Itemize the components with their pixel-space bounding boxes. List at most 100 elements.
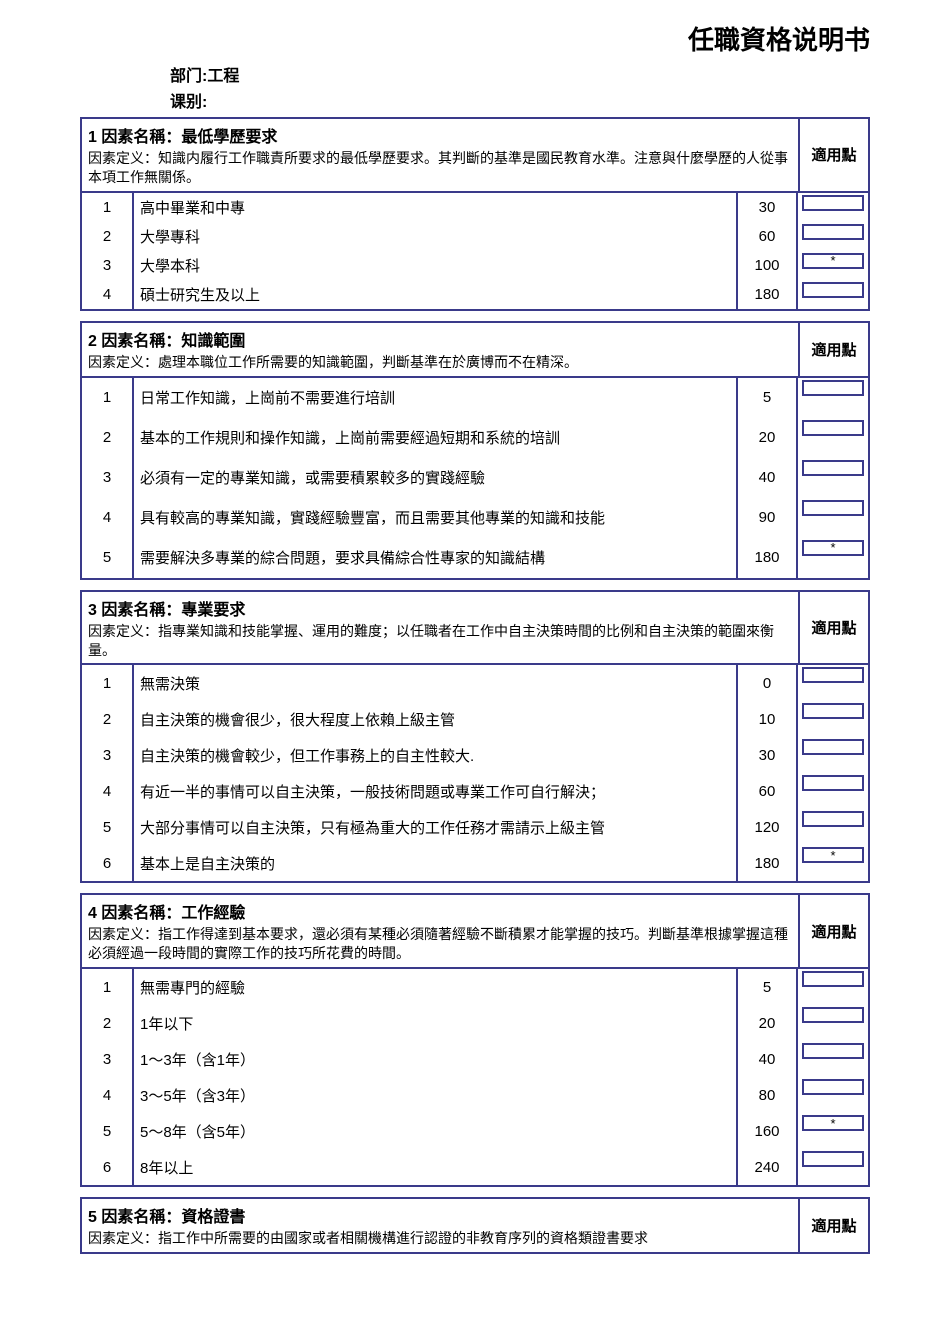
mark-box[interactable] — [802, 1043, 864, 1059]
apply-point-header: 適用點 — [798, 321, 870, 378]
factor-definition: 因素定义：指工作中所需要的由國家或者相關機構進行認證的非教育序列的資格類證書要求 — [88, 1229, 792, 1248]
option-mark-cell[interactable] — [796, 773, 868, 809]
option-row: 2自主決策的機會很少，很大程度上依賴上級主管10 — [82, 701, 868, 737]
option-mark-cell[interactable] — [796, 1005, 868, 1041]
option-desc: 自主決策的機會較少，但工作事務上的自主性較大. — [132, 737, 736, 773]
factor-header: 3 因素名稱：專業要求因素定义：指專業知識和技能掌握、運用的難度；以任職者在工作… — [80, 590, 798, 666]
option-row: 1無需專門的經驗5 — [82, 969, 868, 1005]
option-mark-cell[interactable]: * — [796, 1113, 868, 1149]
option-desc: 大部分事情可以自主決策，只有極為重大的工作任務才需請示上級主管 — [132, 809, 736, 845]
header-meta: 部门:工程 — [170, 65, 870, 89]
factor-title: 1 因素名稱：最低學歷要求 — [88, 123, 792, 147]
factor-definition: 因素定义：處理本職位工作所需要的知識範圍，判斷基準在於廣博而不在精深。 — [88, 353, 792, 372]
option-mark-cell[interactable]: * — [796, 538, 868, 578]
option-desc: 有近一半的事情可以自主決策，一般技術問題或專業工作可自行解決； — [132, 773, 736, 809]
option-mark-cell[interactable]: * — [796, 845, 868, 881]
option-desc: 具有較高的專業知識，實踐經驗豐富，而且需要其他專業的知識和技能 — [132, 498, 736, 538]
option-number: 1 — [82, 665, 132, 701]
dept-value: 工程 — [207, 68, 239, 85]
option-mark-cell[interactable] — [796, 222, 868, 251]
option-score: 80 — [736, 1077, 796, 1113]
mark-box[interactable]: * — [802, 847, 864, 863]
mark-box[interactable] — [802, 1151, 864, 1167]
mark-box[interactable] — [802, 500, 864, 516]
mark-box[interactable] — [802, 667, 864, 683]
mark-box[interactable] — [802, 739, 864, 755]
option-mark-cell[interactable] — [796, 378, 868, 418]
option-mark-cell[interactable] — [796, 737, 868, 773]
option-desc: 5～8年（含5年） — [132, 1113, 736, 1149]
option-score: 100 — [736, 251, 796, 280]
option-row: 5需要解決多專業的綜合問題，要求具備綜合性專家的知識結構180* — [82, 538, 868, 578]
option-desc: 1～3年（含1年） — [132, 1041, 736, 1077]
factor-header: 2 因素名稱：知識範圍因素定义：處理本職位工作所需要的知識範圍，判斷基準在於廣博… — [80, 321, 798, 378]
option-mark-cell[interactable] — [796, 280, 868, 309]
option-desc: 無需專門的經驗 — [132, 969, 736, 1005]
option-row: 6基本上是自主決策的180* — [82, 845, 868, 881]
option-row: 3大學本科100* — [82, 251, 868, 280]
option-row: 43～5年（含3年）80 — [82, 1077, 868, 1113]
option-number: 1 — [82, 193, 132, 222]
option-row: 1無需決策0 — [82, 665, 868, 701]
option-number: 2 — [82, 701, 132, 737]
mark-box[interactable] — [802, 971, 864, 987]
option-mark-cell[interactable] — [796, 193, 868, 222]
mark-box[interactable] — [802, 460, 864, 476]
option-mark-cell[interactable] — [796, 809, 868, 845]
mark-box[interactable] — [802, 703, 864, 719]
option-number: 4 — [82, 773, 132, 809]
factor-title: 3 因素名稱：專業要求 — [88, 596, 792, 620]
mark-box[interactable] — [802, 1007, 864, 1023]
mark-box[interactable] — [802, 775, 864, 791]
option-number: 2 — [82, 222, 132, 251]
dept-label: 部门: — [170, 68, 207, 85]
option-row: 4具有較高的專業知識，實踐經驗豐富，而且需要其他專業的知識和技能90 — [82, 498, 868, 538]
option-mark-cell[interactable] — [796, 665, 868, 701]
mark-box[interactable] — [802, 380, 864, 396]
option-row: 55～8年（含5年）160* — [82, 1113, 868, 1149]
mark-box[interactable] — [802, 1079, 864, 1095]
mark-box[interactable] — [802, 195, 864, 211]
option-number: 4 — [82, 1077, 132, 1113]
option-mark-cell[interactable] — [796, 701, 868, 737]
option-mark-cell[interactable] — [796, 969, 868, 1005]
option-number: 3 — [82, 251, 132, 280]
option-row: 3必須有一定的專業知識，或需要積累較多的實踐經驗40 — [82, 458, 868, 498]
factor-header: 5 因素名稱：資格證書因素定义：指工作中所需要的由國家或者相關機構進行認證的非教… — [80, 1197, 798, 1254]
option-row: 4有近一半的事情可以自主決策，一般技術問題或專業工作可自行解決；60 — [82, 773, 868, 809]
option-score: 40 — [736, 1041, 796, 1077]
option-score: 10 — [736, 701, 796, 737]
option-desc: 8年以上 — [132, 1149, 736, 1185]
apply-point-header: 適用點 — [798, 893, 870, 969]
mark-box[interactable] — [802, 224, 864, 240]
option-row: 68年以上240 — [82, 1149, 868, 1185]
option-desc: 1年以下 — [132, 1005, 736, 1041]
option-mark-cell[interactable]: * — [796, 251, 868, 280]
option-score: 240 — [736, 1149, 796, 1185]
mark-box[interactable] — [802, 811, 864, 827]
option-mark-cell[interactable] — [796, 1077, 868, 1113]
option-number: 3 — [82, 1041, 132, 1077]
option-number: 2 — [82, 418, 132, 458]
option-score: 30 — [736, 737, 796, 773]
option-score: 120 — [736, 809, 796, 845]
mark-box[interactable] — [802, 282, 864, 298]
option-mark-cell[interactable] — [796, 1149, 868, 1185]
option-mark-cell[interactable] — [796, 498, 868, 538]
option-mark-cell[interactable] — [796, 458, 868, 498]
factor-definition: 因素定义：指專業知識和技能掌握、運用的難度；以任職者在工作中自主決策時間的比例和… — [88, 622, 792, 660]
option-desc: 自主決策的機會很少，很大程度上依賴上級主管 — [132, 701, 736, 737]
mark-box[interactable]: * — [802, 1115, 864, 1131]
mark-box[interactable]: * — [802, 253, 864, 269]
option-score: 20 — [736, 418, 796, 458]
option-mark-cell[interactable] — [796, 1041, 868, 1077]
option-row: 2大學專科60 — [82, 222, 868, 251]
mark-box[interactable]: * — [802, 540, 864, 556]
factor-header: 1 因素名稱：最低學歷要求因素定义：知識内履行工作職責所要求的最低學歷要求。其判… — [80, 117, 798, 193]
apply-point-header: 適用點 — [798, 590, 870, 666]
option-desc: 日常工作知識，上崗前不需要進行培訓 — [132, 378, 736, 418]
option-mark-cell[interactable] — [796, 418, 868, 458]
option-number: 3 — [82, 737, 132, 773]
mark-box[interactable] — [802, 420, 864, 436]
option-row: 5大部分事情可以自主決策，只有極為重大的工作任務才需請示上級主管120 — [82, 809, 868, 845]
